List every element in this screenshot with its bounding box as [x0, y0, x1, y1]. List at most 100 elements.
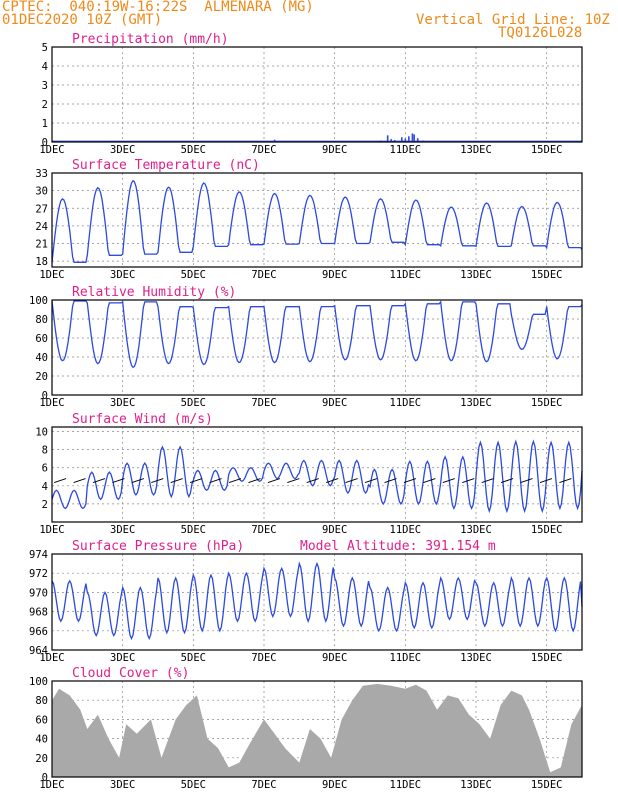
x-tick-label: 11DEC [390, 269, 422, 281]
panel-title: Surface Wind (m/s) [72, 412, 213, 427]
x-tick-label: 13DEC [460, 524, 492, 536]
panel-pressure: 964 966 968 970 972 974 1DEC 3DEC 5DEC 7DEC 9DEC 11… [29, 539, 583, 664]
frame-cloud [51, 680, 583, 778]
x-tick-label: 5DEC [181, 524, 206, 536]
wind-arrow [73, 478, 86, 484]
y-tick-label: 970 [29, 587, 48, 599]
y-tick-label: 30 [35, 186, 48, 198]
wind-arrow [403, 478, 417, 484]
wind-arrow [442, 478, 455, 484]
wind-arrow [53, 478, 67, 484]
y-tick-label: 27 [35, 203, 48, 215]
x-tick-label: 5DEC [181, 397, 206, 409]
x-tick-label: 9DEC [322, 524, 347, 536]
y-tick-label: 100 [29, 676, 48, 688]
x-tick-label: 15DEC [531, 524, 563, 536]
y-tick-label: 18 [35, 256, 48, 268]
x-tick-label: 7DEC [251, 269, 276, 281]
y-tick-label: 1 [42, 118, 48, 130]
x-tick-label: 1DEC [39, 524, 64, 536]
y-tick-label: 0 [42, 390, 48, 402]
x-tick-label: 11DEC [390, 779, 422, 791]
wind-arrow [92, 478, 106, 484]
frame-pressure [51, 553, 583, 651]
x-tick-label: 1DEC [39, 269, 64, 281]
x-tick-label: 13DEC [460, 397, 492, 409]
x-tick-label: 3DEC [110, 652, 135, 664]
y-tick-label: 5 [42, 42, 48, 54]
frame-wind [51, 426, 583, 523]
x-tick-label: 15DEC [531, 397, 563, 409]
wind-arrow [170, 478, 183, 484]
y-tick-label: 60 [35, 333, 48, 345]
panel-precip: 0 1 2 3 4 5 1DEC 3DEC 5DEC 7DEC 9DEC 11DEC 13DEC 15DE… [39, 32, 583, 156]
y-tick-label: 966 [29, 626, 48, 638]
y-tick-label: 100 [29, 295, 48, 307]
y-tick-label: 40 [35, 352, 48, 364]
temp-series-line [51, 179, 583, 263]
wind-arrow [423, 478, 436, 484]
x-tick-label: 3DEC [110, 779, 135, 791]
pressure-series-line [51, 561, 583, 641]
x-tick-label: 7DEC [251, 144, 276, 156]
precip-bar [411, 133, 414, 142]
y-tick-label: 10 [35, 427, 48, 439]
precip-bar [408, 136, 410, 142]
wind-arrow [306, 478, 319, 484]
panel-title: Surface Temperature (nC) [72, 158, 260, 173]
precip-bar [416, 138, 419, 142]
precip-bar [404, 138, 407, 142]
precip-bar [401, 137, 403, 142]
y-tick-label: 964 [29, 645, 48, 657]
header-date-line: 01DEC2020 10Z (GMT) [2, 12, 163, 28]
wind-arrow [287, 478, 300, 484]
wind-arrow [500, 478, 514, 484]
y-tick-label: 972 [29, 568, 48, 580]
header-model-code: TQ0126L028 [498, 25, 583, 41]
wind-arrow [520, 478, 533, 484]
x-tick-label: 7DEC [251, 397, 276, 409]
x-tick-label: 11DEC [390, 524, 422, 536]
panel-title: Relative Humidity (%) [72, 285, 236, 300]
cloud-cover-area [52, 683, 582, 777]
x-tick-label: 15DEC [531, 779, 563, 791]
panel-wind: 2 4 6 8 10 1DEC 3DEC 5DEC 7DEC 9DEC 11DEC 13DEC 15DE… [35, 412, 583, 536]
x-tick-label: 11DEC [390, 652, 422, 664]
rh-series-line [51, 300, 583, 369]
header-grid-note: Vertical Grid Line: 10Z [416, 12, 610, 28]
y-tick-label: 0 [42, 772, 48, 784]
panel-temp: 18 21 24 27 30 33 1DEC 3DEC 5DEC 7DEC 9DEC 11DEC 13D… [35, 158, 583, 281]
wind-arrow [209, 478, 222, 484]
x-tick-label: 5DEC [181, 144, 206, 156]
precip-bar [386, 135, 389, 142]
x-tick-label: 7DEC [251, 652, 276, 664]
y-tick-label: 20 [35, 753, 48, 765]
x-tick-label: 9DEC [322, 269, 347, 281]
frame-temp [51, 172, 583, 268]
y-tick-label: 968 [29, 607, 48, 619]
frame-precip [51, 46, 583, 143]
x-tick-label: 7DEC [251, 524, 276, 536]
wind-arrow [190, 478, 203, 484]
wind-arrow [112, 478, 125, 484]
precip-bar [390, 139, 392, 142]
y-tick-label: 21 [35, 239, 48, 251]
x-tick-label: 1DEC [39, 779, 64, 791]
x-tick-label: 3DEC [110, 397, 135, 409]
wind-arrow [267, 478, 281, 484]
wind-arrow [481, 478, 494, 484]
wind-arrow [384, 478, 397, 484]
x-tick-label: 3DEC [110, 144, 135, 156]
wind-arrow [326, 478, 339, 484]
x-tick-label: 9DEC [322, 397, 347, 409]
x-tick-label: 11DEC [390, 144, 422, 156]
wind-series-line [51, 439, 583, 514]
x-tick-label: 1DEC [39, 144, 64, 156]
y-tick-label: 80 [35, 695, 48, 707]
panel-title: Precipitation (mm/h) [72, 32, 229, 47]
wind-arrow [131, 478, 145, 484]
x-tick-label: 3DEC [110, 269, 135, 281]
x-tick-label: 5DEC [181, 269, 206, 281]
y-tick-label: 60 [35, 714, 48, 726]
y-tick-label: 3 [42, 80, 48, 92]
